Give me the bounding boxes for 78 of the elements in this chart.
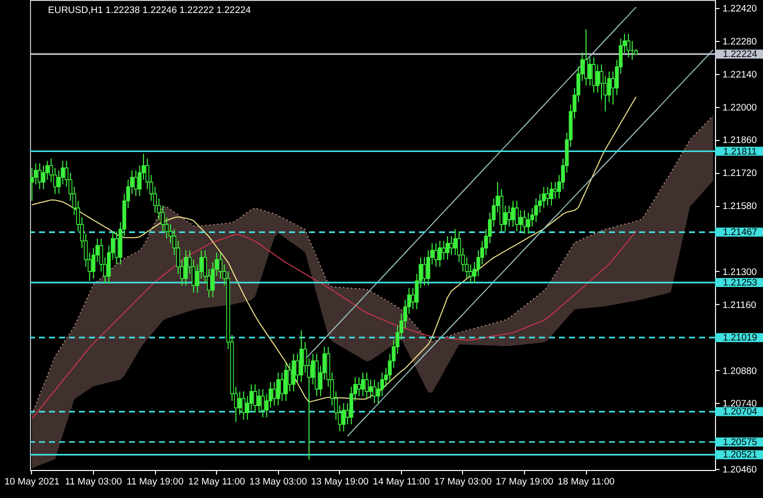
candlestick bbox=[438, 240, 442, 268]
x-tick-label: 18 May 11:00 bbox=[558, 476, 615, 488]
candlestick bbox=[114, 230, 118, 265]
candlestick bbox=[546, 186, 550, 206]
candlestick bbox=[184, 250, 188, 286]
candlestick bbox=[288, 362, 292, 392]
candlestick bbox=[422, 256, 426, 286]
candlestick bbox=[507, 205, 512, 228]
x-tick-label: 17 May 03:00 bbox=[434, 476, 492, 488]
candlestick bbox=[238, 390, 242, 416]
y-tick-label: 1.22280 bbox=[722, 36, 757, 48]
candlestick bbox=[292, 353, 296, 392]
candlestick bbox=[542, 186, 546, 208]
ref-line-label: 1.20575 bbox=[722, 437, 758, 448]
candlestick bbox=[42, 165, 46, 190]
candlestick bbox=[260, 388, 265, 418]
y-tick-label: 1.21160 bbox=[722, 300, 756, 311]
y-tick-label: 1.21300 bbox=[722, 266, 757, 278]
y-tick-label: 1.20880 bbox=[722, 366, 757, 377]
candlestick bbox=[372, 379, 376, 404]
candlestick bbox=[522, 210, 526, 234]
candlestick bbox=[553, 182, 558, 200]
x-tick-label: 10 May 2021 bbox=[4, 476, 60, 488]
candlestick bbox=[242, 390, 246, 420]
x-tick-label: 11 May 03:00 bbox=[65, 476, 122, 488]
candlestick bbox=[518, 210, 523, 232]
line-series bbox=[31, 115, 714, 415]
candlestick bbox=[534, 198, 538, 223]
ref-line-label: 1.21467 bbox=[722, 227, 758, 238]
ref-line-label: 1.21253 bbox=[722, 278, 758, 289]
y-tick-label: 1.21580 bbox=[722, 201, 757, 212]
candlestick bbox=[257, 388, 261, 414]
candlestick bbox=[453, 228, 458, 256]
text: EURUSD,H1 1.22238 1.22246 1.22222 1.22224 bbox=[48, 5, 251, 16]
candlestick bbox=[584, 28, 588, 86]
candlestick bbox=[592, 56, 596, 94]
y-tick-label: 1.22420 bbox=[722, 4, 757, 14]
y-tick-label: 1.22140 bbox=[722, 69, 757, 80]
candlestick bbox=[550, 182, 554, 206]
candlestick bbox=[446, 236, 450, 260]
x-tick-label: 11 May 19:00 bbox=[126, 476, 184, 488]
line-series bbox=[31, 230, 637, 420]
candlestick bbox=[442, 240, 446, 260]
candlestick bbox=[368, 379, 372, 399]
ref-line-label: 1.21811 bbox=[723, 146, 757, 158]
ref-line-label: 1.20521 bbox=[722, 450, 758, 461]
line-series bbox=[346, 49, 714, 437]
candlestick bbox=[30, 167, 34, 202]
candlestick bbox=[514, 200, 519, 232]
ref-line-label: 1.21019 bbox=[722, 332, 758, 344]
candlestick bbox=[357, 376, 361, 397]
y-tick-label: 1.21860 bbox=[722, 135, 757, 146]
candlestick bbox=[449, 236, 454, 256]
x-tick-label: 13 May 19:00 bbox=[311, 476, 369, 488]
ref-line-label: 1.22224 bbox=[722, 49, 758, 60]
candlestick bbox=[526, 212, 530, 234]
x-tick-label: 13 May 03:00 bbox=[249, 476, 308, 488]
candlestick bbox=[253, 384, 258, 414]
y-tick-label: 1.22000 bbox=[722, 102, 757, 114]
candlestick bbox=[284, 362, 288, 402]
x-tick-label: 17 May 19:00 bbox=[496, 476, 554, 488]
y-tick-label: 1.20460 bbox=[722, 464, 757, 476]
candlestick bbox=[626, 33, 630, 58]
candlestick bbox=[272, 382, 276, 406]
candlestick bbox=[511, 200, 515, 228]
x-tick-label: 12 May 11:00 bbox=[188, 476, 246, 488]
candlestick bbox=[342, 402, 346, 432]
candlestick bbox=[364, 372, 369, 399]
candlestick bbox=[434, 242, 438, 268]
ref-line-label: 1.20704 bbox=[722, 406, 758, 418]
y-tick-label: 1.21720 bbox=[722, 168, 757, 180]
candlestick bbox=[134, 170, 138, 197]
candlestick bbox=[280, 372, 284, 402]
x-tick-label: 14 May 11:00 bbox=[372, 476, 430, 488]
candlestick bbox=[588, 56, 592, 86]
candlestick bbox=[38, 162, 42, 190]
candlestick bbox=[276, 372, 280, 406]
candlestick bbox=[360, 372, 365, 397]
